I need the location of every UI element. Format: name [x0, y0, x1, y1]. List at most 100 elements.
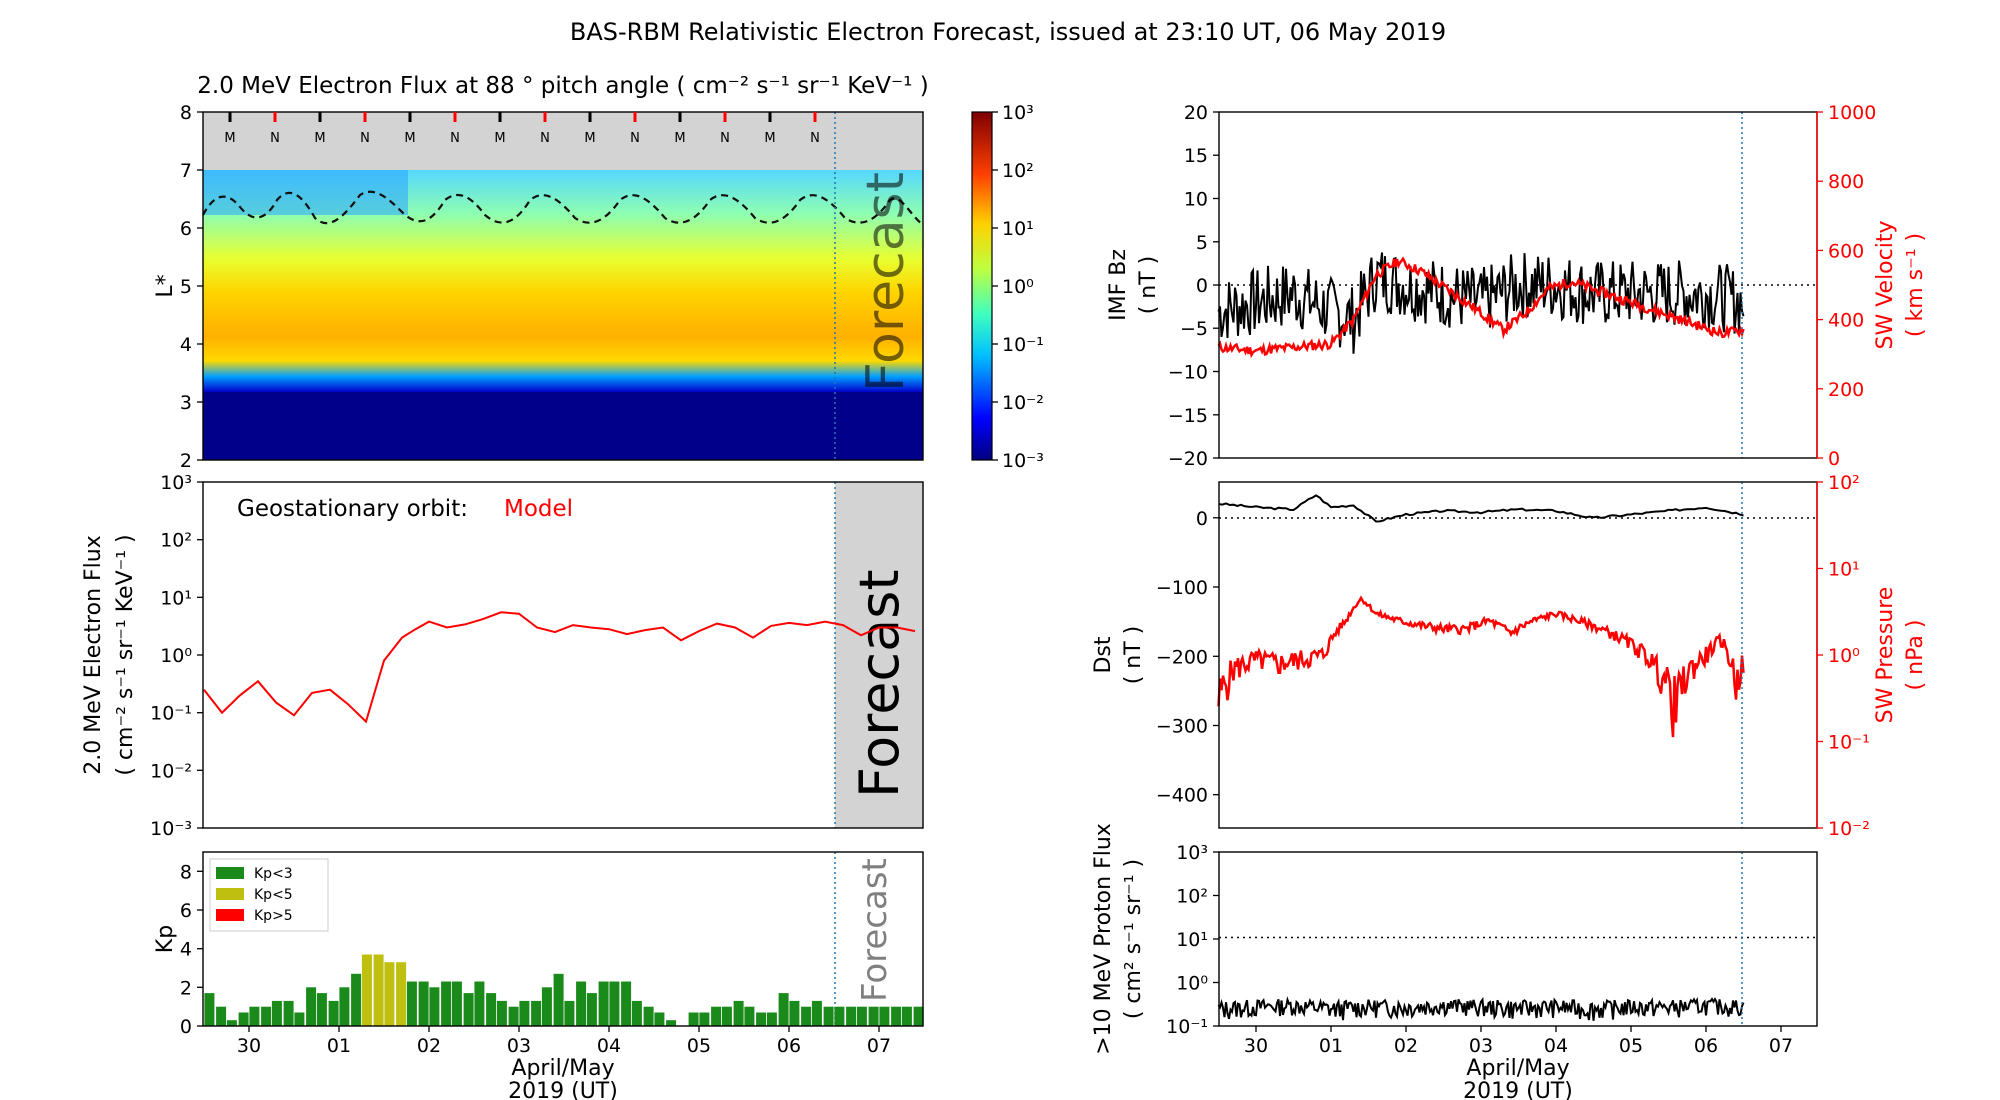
kp-bar	[766, 1012, 777, 1026]
dst-series-line	[1218, 494, 1744, 523]
y-tick-label-right: 800	[1828, 171, 1864, 193]
y-tick-label-right: 600	[1828, 240, 1864, 262]
kp-bar	[508, 1006, 519, 1026]
kp-bar	[711, 1006, 722, 1026]
kp-bar	[834, 1006, 845, 1026]
colorbar-tick-label: 10⁰	[1002, 276, 1034, 298]
y-tick-label: 10⁻³	[150, 818, 192, 840]
kp-bar	[913, 1006, 924, 1026]
kp-bar	[373, 954, 384, 1026]
x-tick-label: 01	[327, 1035, 351, 1057]
y-tick-label-right: 10¹	[1828, 559, 1860, 581]
dst-ylabel-line2: ( nT )	[1121, 626, 1146, 685]
y-tick-label: 5	[1196, 232, 1208, 254]
y-tick-label: 10⁻¹	[150, 703, 192, 725]
geo-flux-ylabel-line2: ( cm⁻² s⁻¹ sr⁻¹ KeV⁻¹ )	[113, 534, 138, 775]
y-tick-label: 8	[180, 102, 192, 124]
kp-bar	[238, 1012, 249, 1026]
kp-legend-swatch-green	[216, 867, 244, 879]
y-tick-label: −20	[1168, 448, 1208, 470]
kp-bar	[216, 1006, 227, 1026]
kp-bar	[699, 1012, 710, 1026]
kp-bar	[598, 981, 609, 1026]
flux-map-storm-depletion	[203, 170, 408, 215]
kp-bar	[541, 987, 552, 1026]
orbit-marker: N	[270, 131, 280, 146]
y-tick-label-right: 400	[1828, 310, 1864, 332]
kp-bar	[204, 993, 215, 1026]
kp-bar	[846, 1006, 857, 1026]
x-tick-label: 04	[597, 1035, 621, 1057]
kp-bar	[576, 981, 587, 1026]
kp-bar	[901, 1006, 912, 1026]
y-tick-label: 2	[180, 977, 192, 999]
y-tick-label-right: 10⁻¹	[1828, 732, 1870, 754]
orbit-marker: M	[494, 131, 505, 146]
sw-velocity-ylabel-line2: ( km s⁻¹ )	[1903, 233, 1928, 337]
y-tick-label: −200	[1156, 646, 1208, 668]
kp-bar	[688, 1012, 699, 1026]
y-tick-label: 15	[1184, 145, 1208, 167]
imf-panel: −20 −15 −10 −5 0 5 10 15 20 0 200 400 600 800 1000 IM…	[1106, 102, 1928, 470]
kp-bar	[361, 954, 372, 1026]
y-tick-label-right: 0	[1828, 448, 1840, 470]
kp-bar	[631, 1000, 642, 1026]
y-tick-label: 6	[180, 218, 192, 240]
kp-legend-label: Kp<5	[254, 887, 293, 903]
proton-y-axis: 10⁻¹ 10⁰ 10¹ 10² 10³	[1166, 842, 1219, 1038]
geo-flux-annotation-value: Model	[504, 496, 573, 522]
sw-pressure-ylabel-line1: SW Pressure	[1873, 587, 1898, 724]
x-tick-label: 05	[687, 1035, 711, 1057]
kp-bar	[654, 1012, 665, 1026]
kp-bar	[283, 1000, 294, 1026]
imf-ylabel-line1: IMF Bz	[1106, 249, 1131, 321]
kp-bar	[778, 993, 789, 1026]
dst-ylabel-line1: Dst	[1091, 636, 1116, 673]
flux-map-slot-region	[203, 392, 923, 460]
kp-bar	[733, 1000, 744, 1026]
x-tick-label: 03	[1469, 1035, 1493, 1057]
kp-legend-label: Kp>5	[254, 908, 293, 924]
y-tick-label: 10⁰	[160, 645, 192, 667]
kp-bar	[429, 987, 440, 1026]
y-tick-label: 10⁻²	[150, 760, 192, 782]
y-tick-label: 4	[180, 334, 192, 356]
left-xlabel-line1: April/May	[511, 1056, 614, 1081]
kp-bar	[564, 1000, 575, 1026]
kp-bar	[406, 981, 417, 1026]
kp-bar	[621, 981, 632, 1026]
kp-bar	[441, 981, 452, 1026]
kp-bar	[666, 1020, 677, 1026]
y-tick-label: −400	[1156, 785, 1208, 807]
x-tick-label: 30	[1244, 1035, 1268, 1057]
sw-pressure-ylabel-line2: ( nPa )	[1903, 620, 1928, 691]
y-tick-label-right: 10⁰	[1828, 645, 1860, 667]
colorbar-ticks: 10⁻³ 10⁻² 10⁻¹ 10⁰ 10¹ 10² 10³	[992, 102, 1044, 472]
orbit-marker: N	[450, 131, 460, 146]
geo-flux-series-line	[203, 611, 916, 724]
kp-bar	[553, 973, 564, 1026]
y-tick-label: 10²	[1176, 886, 1208, 908]
kp-bar	[586, 993, 597, 1026]
kp-bar	[396, 962, 407, 1026]
y-tick-label: 0	[1196, 275, 1208, 297]
orbit-marker: N	[540, 131, 550, 146]
y-tick-label: 10⁻¹	[1166, 1016, 1208, 1038]
right-xlabel-line1: April/May	[1466, 1056, 1569, 1081]
flux-map-forecast-text: Forecast	[856, 172, 916, 392]
kp-bar	[811, 1000, 822, 1026]
colorbar-tick-label: 10⁻²	[1002, 392, 1044, 414]
y-tick-label-right: 1000	[1828, 102, 1876, 124]
y-tick-label: −300	[1156, 716, 1208, 738]
x-tick-label: 01	[1319, 1035, 1343, 1057]
kp-bar	[261, 1006, 272, 1026]
kp-bar	[519, 1000, 530, 1026]
proton-panel: 10⁻¹ 10⁰ 10¹ 10² 10³ >10 MeV Proton Flux ( c…	[1091, 823, 1818, 1100]
kp-bar	[744, 1006, 755, 1026]
kp-bar	[643, 1006, 654, 1026]
y-tick-label: 3	[180, 392, 192, 414]
kp-bar	[474, 981, 485, 1026]
right-x-axis: 30 01 02 03 04 05 06 07	[1244, 1026, 1793, 1057]
geo-flux-forecast-region	[835, 482, 923, 828]
